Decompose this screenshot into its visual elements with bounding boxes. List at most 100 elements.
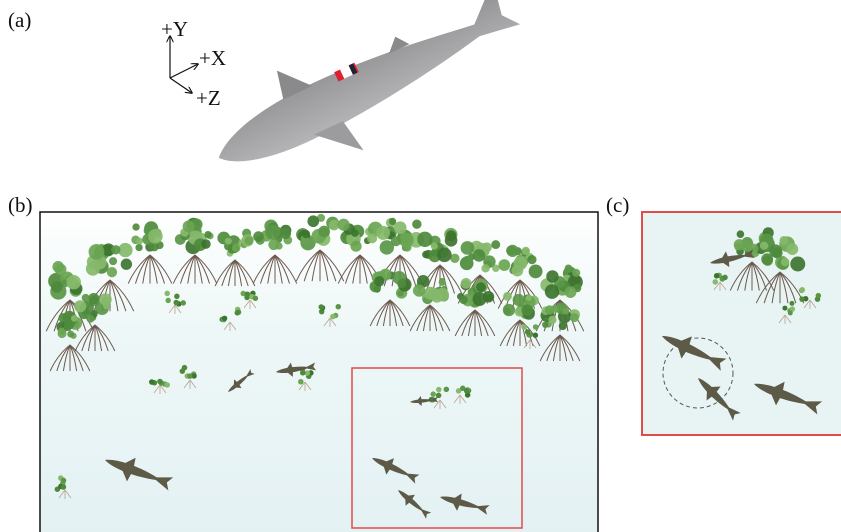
leaf-cluster (562, 308, 569, 315)
leaf-cluster (476, 282, 486, 292)
panel-label: (a) (8, 8, 31, 32)
leaf-cluster (245, 236, 254, 245)
leaf-cluster (521, 304, 533, 316)
leaf (521, 324, 527, 330)
leaf-cluster (760, 242, 768, 250)
leaf (714, 273, 720, 279)
leaf-cluster (148, 229, 163, 244)
leaf (61, 484, 67, 490)
leaf-cluster (307, 215, 319, 227)
leaf-cluster (572, 269, 580, 277)
leaf-cluster (265, 225, 280, 240)
leaf (318, 304, 324, 310)
leaf-cluster (89, 244, 105, 260)
leaf-cluster (473, 249, 486, 262)
leaf (174, 294, 180, 300)
leaf-cluster (459, 296, 468, 305)
leaf-cluster (483, 291, 495, 303)
leaf-cluster (88, 293, 99, 304)
leaf (799, 287, 805, 293)
leaf (816, 293, 822, 299)
panel-label: (c) (606, 193, 629, 217)
axis-label: +Y (161, 17, 188, 41)
leaf-cluster (790, 257, 805, 272)
leaf (722, 275, 728, 281)
leaf-cluster (529, 264, 543, 278)
leaf (149, 379, 155, 385)
leaf-cluster (350, 241, 361, 252)
leaf-cluster (136, 238, 143, 245)
leaf (300, 370, 306, 376)
leaf-cluster (548, 316, 556, 324)
leaf (245, 291, 251, 297)
leaf-cluster (201, 239, 211, 249)
leaf-cluster (565, 264, 573, 272)
leaf-cluster (546, 270, 558, 282)
leaf-cluster (82, 294, 90, 302)
leaf (533, 324, 539, 330)
leaf-cluster (397, 290, 403, 296)
leaf (788, 311, 793, 316)
leaf (525, 329, 531, 335)
leaf-cluster (527, 255, 536, 264)
leaf (165, 298, 171, 304)
leaf (430, 391, 436, 397)
leaf-cluster (565, 286, 577, 298)
leaf-cluster (391, 236, 401, 246)
leaf (799, 296, 805, 302)
axis-label: +Z (196, 86, 221, 110)
panel-label: (b) (8, 193, 33, 217)
leaf-cluster (66, 275, 80, 289)
leaf-cluster (786, 243, 798, 255)
leaf-cluster (417, 232, 432, 247)
leaf (180, 300, 186, 306)
leaf-cluster (503, 304, 515, 316)
leaf-cluster (351, 229, 358, 236)
leaf-cluster (253, 231, 264, 242)
leaf-cluster (397, 279, 406, 288)
leaf-cluster (513, 294, 525, 306)
leaf-cluster (435, 288, 448, 301)
leaf (235, 310, 241, 316)
leaf-cluster (275, 242, 282, 249)
leaf-cluster (132, 223, 139, 230)
leaf-cluster (522, 247, 530, 255)
leaf-cluster (74, 300, 86, 312)
leaf (436, 387, 442, 393)
leaf (782, 306, 787, 311)
leaf-cluster (542, 322, 548, 328)
leaf-cluster (204, 231, 211, 238)
leaf-cluster (498, 259, 510, 271)
leaf-cluster (570, 313, 579, 322)
leaf-cluster (86, 262, 100, 276)
leaf-cluster (559, 322, 567, 330)
leaf-cluster (318, 226, 330, 238)
leaf (533, 332, 539, 338)
leaf-cluster (781, 258, 789, 266)
axis-arrow (170, 64, 198, 78)
leaf-cluster (545, 284, 560, 299)
leaf (298, 379, 304, 385)
leaf-cluster (55, 264, 67, 276)
leaf-cluster (121, 259, 132, 270)
leaf-cluster (183, 220, 195, 232)
leaf-cluster (394, 221, 407, 234)
leaf-cluster (462, 256, 472, 266)
leaf-cluster (506, 245, 518, 257)
leaf-cluster (367, 233, 377, 243)
leaf-cluster (503, 292, 512, 301)
leaf-cluster (737, 230, 745, 238)
leaf (253, 296, 259, 302)
leaf (164, 291, 170, 297)
leaf-cluster (545, 305, 554, 314)
leaf-cluster (109, 257, 117, 265)
leaf (789, 301, 794, 306)
leaf-cluster (513, 257, 527, 271)
leaf (222, 316, 228, 322)
axis-arrow (170, 78, 192, 93)
leaf-cluster (772, 247, 783, 258)
leaf (713, 279, 719, 285)
leaf-cluster (431, 242, 438, 249)
axis-label: +X (199, 46, 226, 70)
leaf-cluster (51, 281, 63, 293)
